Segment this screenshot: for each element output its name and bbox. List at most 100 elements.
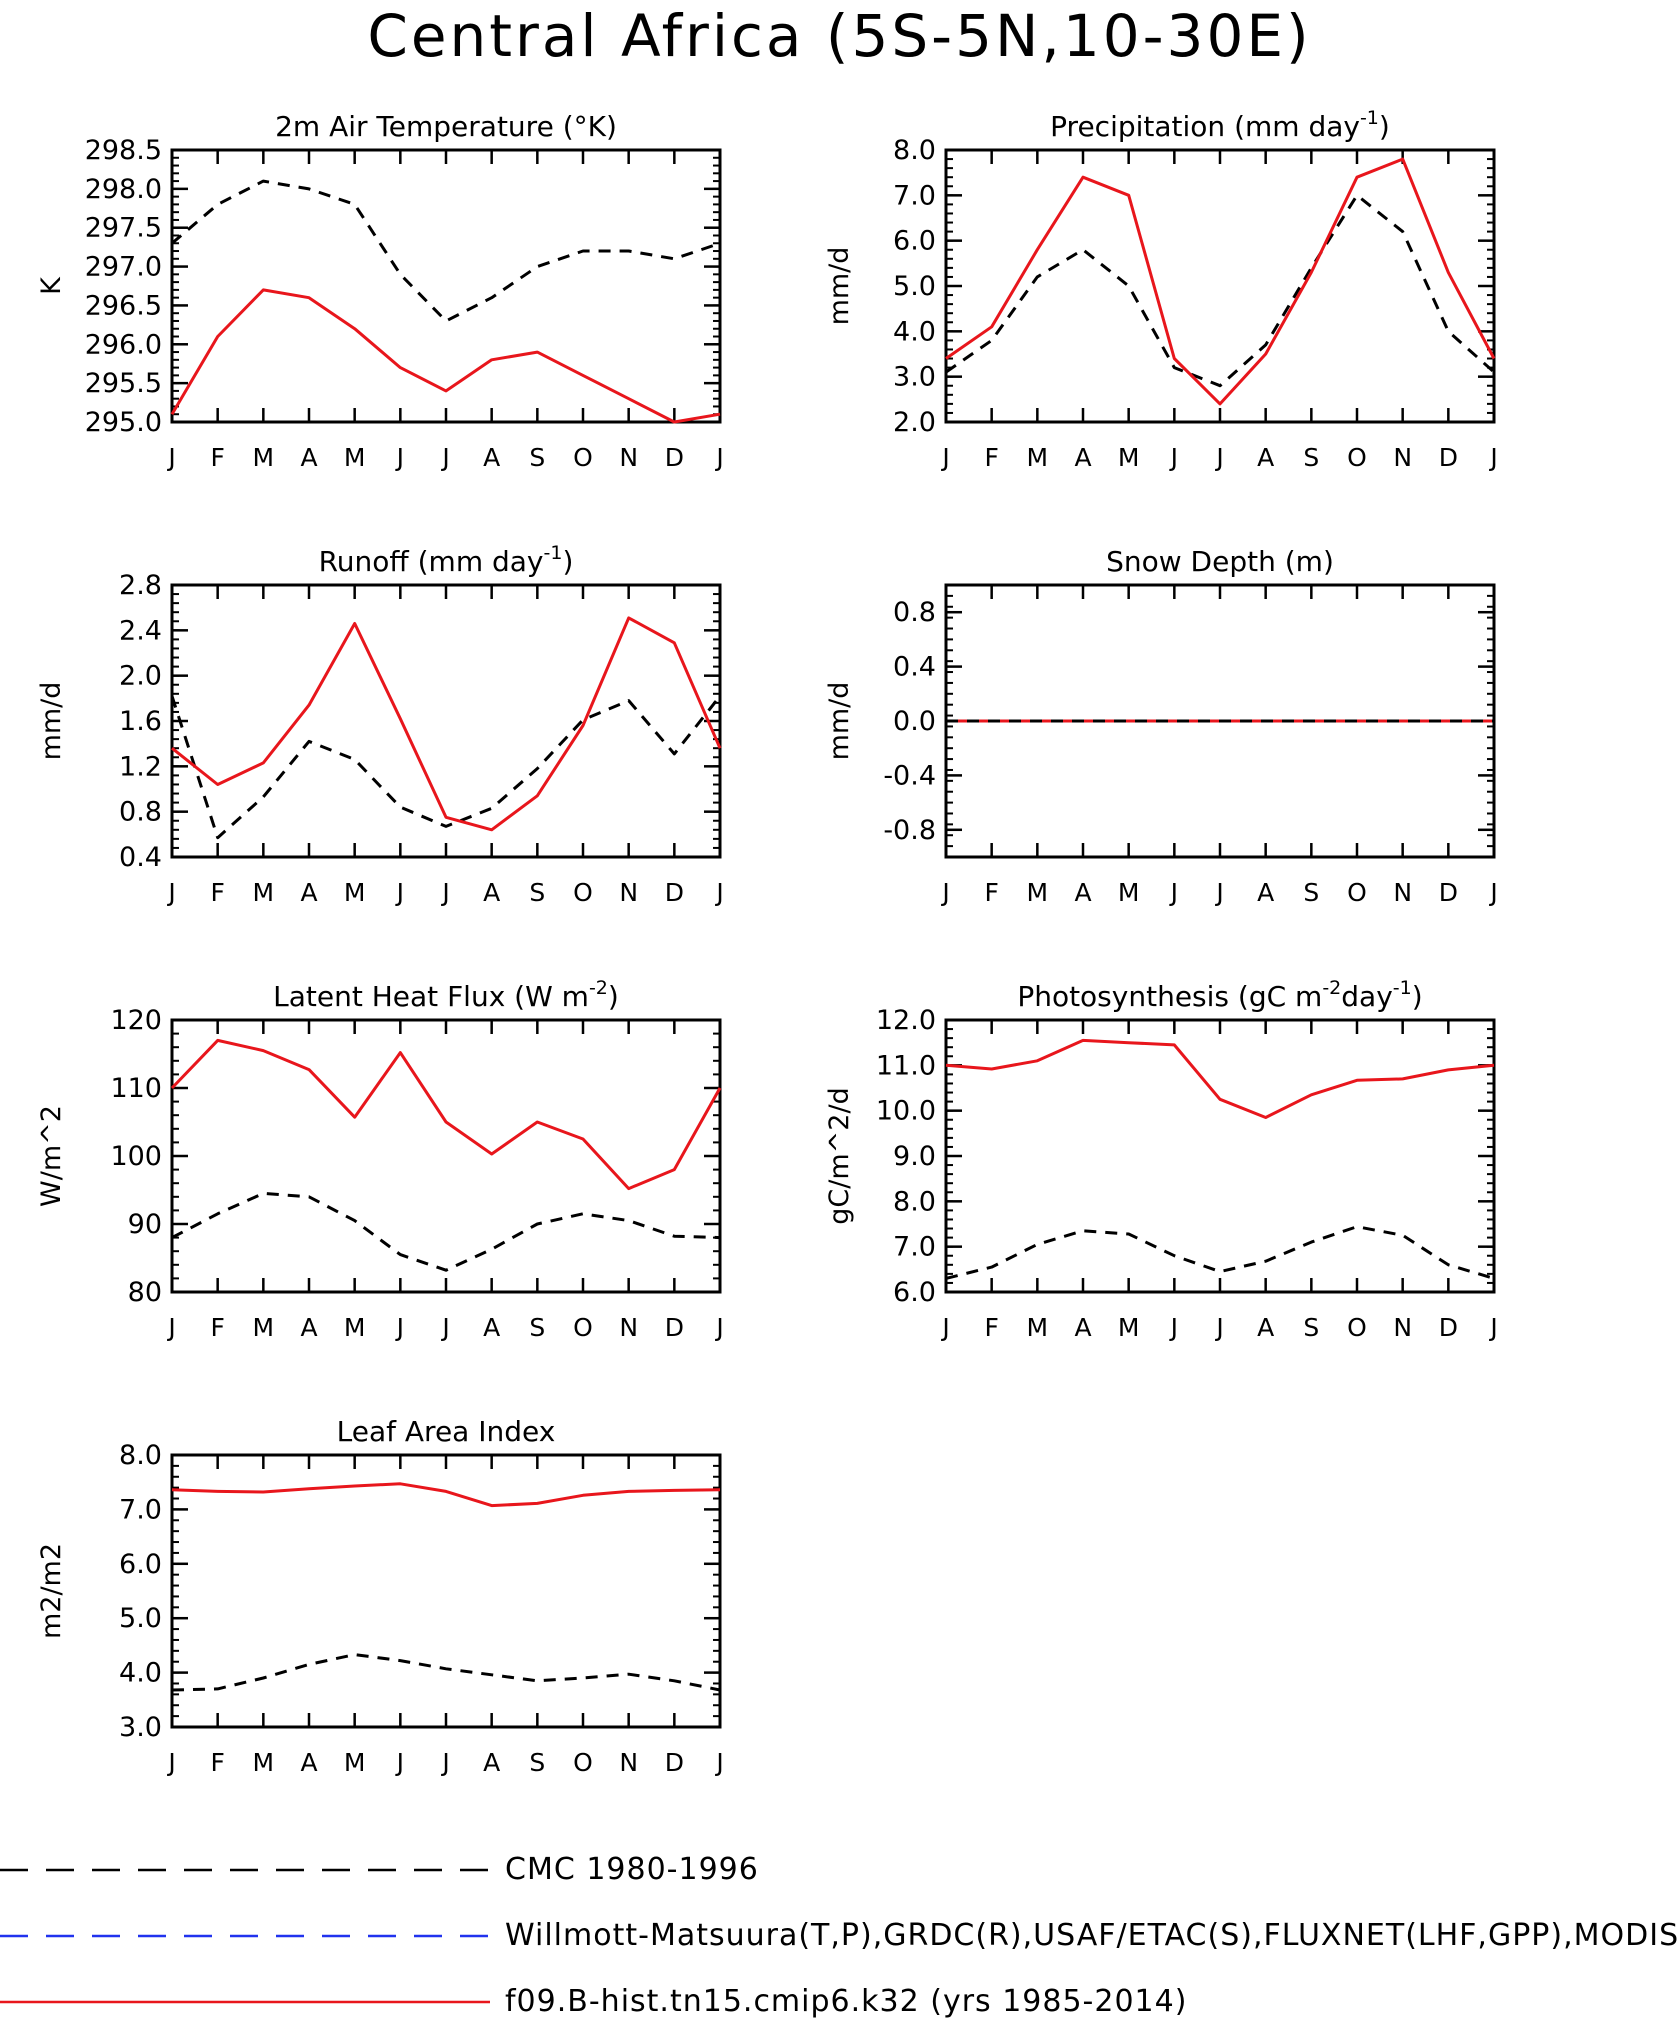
panel-title: Precipitation (mm day-1) xyxy=(1050,107,1390,143)
y-tick-label: 7.0 xyxy=(119,1494,162,1525)
y-tick-label: 2.8 xyxy=(119,570,162,601)
x-tick-label: S xyxy=(529,878,545,907)
x-tick-label: D xyxy=(1439,1313,1458,1342)
x-tick-label: A xyxy=(1074,878,1091,907)
y-tick-label: 10.0 xyxy=(876,1096,936,1127)
y-tick-label: 296.0 xyxy=(85,329,162,360)
x-tick-label: J xyxy=(1169,878,1178,907)
y-tick-label: 6.0 xyxy=(893,1277,936,1308)
y-tick-label: 0.4 xyxy=(119,842,162,873)
y-tick-label: 120 xyxy=(110,1005,162,1036)
x-tick-label: D xyxy=(665,878,684,907)
plot-frame xyxy=(172,1020,720,1292)
x-tick-label: J xyxy=(1488,443,1497,472)
x-tick-label: J xyxy=(166,1748,175,1777)
y-tick-label: 7.0 xyxy=(893,1232,936,1263)
x-tick-label: A xyxy=(483,1313,500,1342)
y-tick-label: 1.6 xyxy=(119,706,162,737)
y-tick-label: 1.2 xyxy=(119,751,162,782)
x-tick-label: J xyxy=(395,1313,404,1342)
y-tick-label: 8.0 xyxy=(893,1186,936,1217)
series-line-model xyxy=(172,290,720,422)
x-tick-label: O xyxy=(573,878,593,907)
x-tick-label: D xyxy=(665,1313,684,1342)
legend-entry-obs-source: Willmott-Matsuura(T,P),GRDC(R),USAF/ETAC… xyxy=(0,1908,1679,1968)
x-tick-label: M xyxy=(253,878,275,907)
series-line-model xyxy=(946,159,1494,404)
x-tick-label: S xyxy=(1303,1313,1319,1342)
x-tick-label: A xyxy=(483,1748,500,1777)
y-tick-label: 296.5 xyxy=(85,290,162,321)
x-tick-label: J xyxy=(1169,443,1178,472)
x-tick-label: A xyxy=(300,1313,317,1342)
y-tick-label: 6.0 xyxy=(893,226,936,257)
x-tick-label: J xyxy=(714,1748,723,1777)
x-tick-label: O xyxy=(1347,878,1367,907)
x-tick-label: D xyxy=(665,443,684,472)
x-tick-label: M xyxy=(1118,1313,1140,1342)
y-tick-label: 100 xyxy=(110,1141,162,1172)
x-tick-label: J xyxy=(1169,1313,1178,1342)
x-tick-label: A xyxy=(1257,443,1274,472)
legend-swatch-model xyxy=(0,1974,500,2034)
x-tick-label: S xyxy=(1303,878,1319,907)
legend-label-obs-source: Willmott-Matsuura(T,P),GRDC(R),USAF/ETAC… xyxy=(505,1918,1679,1953)
x-tick-label: F xyxy=(210,1313,224,1342)
x-tick-label: J xyxy=(166,443,175,472)
y-tick-label: 0.0 xyxy=(893,706,936,737)
y-tick-label: 0.8 xyxy=(893,597,936,628)
panel-title: Leaf Area Index xyxy=(337,1415,556,1448)
plot-frame xyxy=(172,150,720,422)
y-tick-label: 3.0 xyxy=(893,362,936,393)
y-tick-label: 0.8 xyxy=(119,797,162,828)
x-tick-label: M xyxy=(253,1748,275,1777)
x-tick-label: J xyxy=(1214,443,1223,472)
x-tick-label: N xyxy=(619,878,638,907)
y-tick-label: -0.8 xyxy=(883,815,936,846)
y-tick-label: 4.0 xyxy=(119,1658,162,1689)
x-tick-label: S xyxy=(529,1313,545,1342)
x-tick-label: J xyxy=(1488,878,1497,907)
y-tick-label: 6.0 xyxy=(119,1549,162,1580)
x-tick-label: M xyxy=(253,1313,275,1342)
y-tick-label: 0.4 xyxy=(893,652,936,683)
y-axis-label: m2/m2 xyxy=(36,1543,67,1639)
legend-label-model: f09.B-hist.tn15.cmip6.k32 (yrs 1985-2014… xyxy=(505,1984,1187,2019)
legend-label-obs: CMC 1980-1996 xyxy=(505,1852,759,1887)
x-tick-label: O xyxy=(573,443,593,472)
plot-frame xyxy=(172,1455,720,1727)
x-tick-label: F xyxy=(210,878,224,907)
x-tick-label: J xyxy=(440,1313,449,1342)
legend-swatch-obs-source xyxy=(0,1908,500,1968)
x-tick-label: D xyxy=(1439,443,1458,472)
x-tick-label: S xyxy=(529,443,545,472)
x-tick-label: J xyxy=(940,878,949,907)
x-tick-label: A xyxy=(1074,443,1091,472)
series-line-model xyxy=(946,1040,1494,1117)
x-tick-label: J xyxy=(395,443,404,472)
x-tick-label: J xyxy=(1214,1313,1223,1342)
x-tick-label: M xyxy=(1027,443,1049,472)
x-tick-label: J xyxy=(1488,1313,1497,1342)
x-tick-label: J xyxy=(1214,878,1223,907)
y-tick-label: 2.0 xyxy=(893,407,936,438)
x-tick-label: N xyxy=(1393,878,1412,907)
x-tick-label: M xyxy=(1118,878,1140,907)
x-tick-label: M xyxy=(344,1313,366,1342)
plot-frame xyxy=(946,1020,1494,1292)
y-tick-label: 5.0 xyxy=(893,271,936,302)
x-tick-label: M xyxy=(344,878,366,907)
series-line-obs xyxy=(172,1655,720,1690)
y-axis-label: K xyxy=(36,276,67,295)
y-axis-label: mm/d xyxy=(824,247,855,326)
x-tick-label: D xyxy=(665,1748,684,1777)
x-tick-label: N xyxy=(1393,443,1412,472)
x-tick-label: F xyxy=(984,1313,998,1342)
y-tick-label: 298.0 xyxy=(85,174,162,205)
series-line-obs xyxy=(946,195,1494,385)
